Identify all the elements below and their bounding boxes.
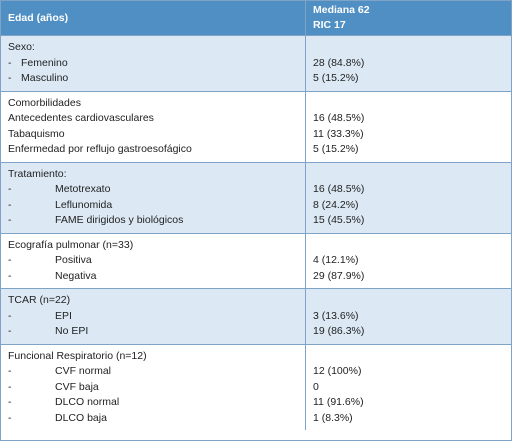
row-label-line: - Negativa	[8, 269, 305, 285]
spacer	[313, 96, 511, 112]
row-marker: -	[8, 396, 12, 408]
row-label-line: - Metotrexato	[8, 182, 305, 198]
row-label: DLCO baja	[55, 411, 107, 424]
section: TCAR (n=22) - EPI - No EPI 3 (13.6%) 19 (86.3%…	[1, 289, 511, 345]
row-marker: -	[8, 325, 12, 337]
row-value: 12 (100%)	[313, 365, 362, 377]
row-value: 11 (91.6%)	[313, 396, 364, 408]
row-value: 29 (87.9%)	[313, 269, 365, 282]
row-label-line: Antecedentes cardiovasculares	[8, 111, 305, 127]
row-label: CVF baja	[55, 380, 99, 393]
row-value: 1 (8.3%)	[313, 411, 353, 424]
row-label-line: Tabaquismo	[8, 127, 305, 143]
row-label-line: - DLCO baja	[8, 411, 305, 427]
row-value: 8 (24.2%)	[313, 198, 359, 211]
label-cell: Funcional Respiratorio (n=12) - CVF normal…	[1, 344, 306, 430]
row-label-line: - CVF normal	[8, 364, 305, 380]
row-marker: -	[8, 72, 12, 84]
section: Comorbilidades Antecedentes cardiovascula…	[1, 91, 511, 163]
label-cell: Sexo: - Femenino - Masculino	[1, 36, 306, 91]
row-label: Leflunomida	[55, 198, 113, 211]
row-label-line: - Masculino	[8, 71, 305, 87]
row-value: 11 (33.3%)	[313, 127, 364, 140]
row-label: Positiva	[55, 254, 92, 266]
row-marker: -	[8, 269, 12, 282]
row-value: 0	[313, 380, 319, 393]
row-label: CVF normal	[55, 365, 112, 377]
section-title: Comorbilidades	[8, 96, 81, 109]
section: Tratamiento: - Metotrexato - Leflunomida - FAM…	[1, 162, 511, 234]
row-label-line: - Positiva	[8, 253, 305, 269]
spacer	[313, 349, 511, 365]
section-title: TCAR (n=22)	[8, 294, 71, 306]
label-cell: TCAR (n=22) - EPI - No EPI	[1, 289, 306, 344]
label-cell: Comorbilidades Antecedentes cardiovascula…	[1, 91, 306, 162]
row-marker: -	[8, 309, 12, 322]
label-cell: Ecografía pulmonar (n=33) - Positiva - Negat…	[1, 233, 306, 288]
row-label-line: Enfermedad por reflujo gastroesofágico	[8, 142, 305, 158]
section-title: Ecografía pulmonar (n=33)	[8, 238, 134, 251]
row-label-line: - CVF baja	[8, 380, 305, 396]
spacer	[313, 40, 511, 56]
row-marker: -	[8, 365, 12, 377]
section-title: Sexo:	[8, 41, 35, 53]
header-row: Edad (años) Mediana 62 RIC 17	[1, 1, 511, 36]
section-title: Tratamiento:	[8, 167, 67, 180]
row-marker: -	[8, 254, 12, 266]
row-label: No EPI	[55, 325, 89, 337]
spacer	[313, 167, 511, 183]
section: Sexo: - Femenino - Masculino 28 (84.8%) 5 (15.…	[1, 36, 511, 92]
value-cell: 16 (48.5%) 8 (24.2%) 15 (45.5%)	[306, 163, 511, 233]
label-cell: Tratamiento: - Metotrexato - Leflunomida - FAM…	[1, 162, 306, 233]
value-cell: 28 (84.8%) 5 (15.2%)	[306, 36, 511, 91]
row-value: 16 (48.5%)	[313, 112, 365, 124]
row-value: 4 (12.1%)	[313, 254, 359, 266]
row-label: Femenino	[21, 56, 68, 69]
row-label-line: - EPI	[8, 309, 305, 325]
row-marker: -	[8, 198, 12, 211]
row-marker: -	[8, 214, 12, 226]
header-value: Mediana 62 RIC 17	[306, 1, 511, 35]
row-label-line: - DLCO normal	[8, 395, 305, 411]
row-value: 3 (13.6%)	[313, 309, 359, 322]
row-label: Metotrexato	[55, 183, 111, 195]
value-cell: 3 (13.6%) 19 (86.3%)	[306, 289, 511, 344]
row-marker: -	[8, 56, 12, 69]
row-label: Masculino	[21, 72, 69, 84]
value-cell: 4 (12.1%) 29 (87.9%)	[306, 234, 511, 289]
header-value-line: Mediana 62	[313, 4, 370, 16]
row-label-line: - Femenino	[8, 56, 305, 72]
row-label: EPI	[55, 309, 72, 322]
header-label: Edad (años)	[1, 1, 306, 35]
row-label: FAME dirigidos y biológicos	[55, 214, 184, 226]
header-value-line: RIC 17	[313, 19, 346, 31]
row-label: Tabaquismo	[8, 127, 65, 140]
row-value: 19 (86.3%)	[313, 325, 365, 337]
row-label-line: - FAME dirigidos y biológicos	[8, 213, 305, 229]
row-value: 5 (15.2%)	[313, 72, 359, 84]
spacer	[313, 238, 511, 254]
row-label: DLCO normal	[55, 396, 120, 408]
row-marker: -	[8, 183, 12, 195]
row-value: 15 (45.5%)	[313, 214, 365, 226]
row-label-line: - No EPI	[8, 324, 305, 340]
row-label: Negativa	[55, 269, 97, 282]
row-label: Antecedentes cardiovasculares	[8, 112, 154, 124]
section: Ecografía pulmonar (n=33) - Positiva - Negat…	[1, 233, 511, 289]
spacer	[313, 293, 511, 309]
row-marker: -	[8, 411, 12, 424]
value-cell: 16 (48.5%) 11 (33.3%) 5 (15.2%)	[306, 92, 511, 162]
row-marker: -	[8, 380, 12, 393]
row-value: 16 (48.5%)	[313, 183, 365, 195]
row-value: 28 (84.8%)	[313, 56, 365, 69]
row-value: 5 (15.2%)	[313, 143, 359, 155]
section: Funcional Respiratorio (n=12) - CVF normal…	[1, 344, 511, 431]
row-label-line: - Leflunomida	[8, 198, 305, 214]
value-cell: 12 (100%) 0 11 (91.6%) 1 (8.3%)	[306, 345, 511, 431]
row-label: Enfermedad por reflujo gastroesofágico	[8, 143, 192, 155]
section-title: Funcional Respiratorio (n=12)	[8, 349, 147, 362]
